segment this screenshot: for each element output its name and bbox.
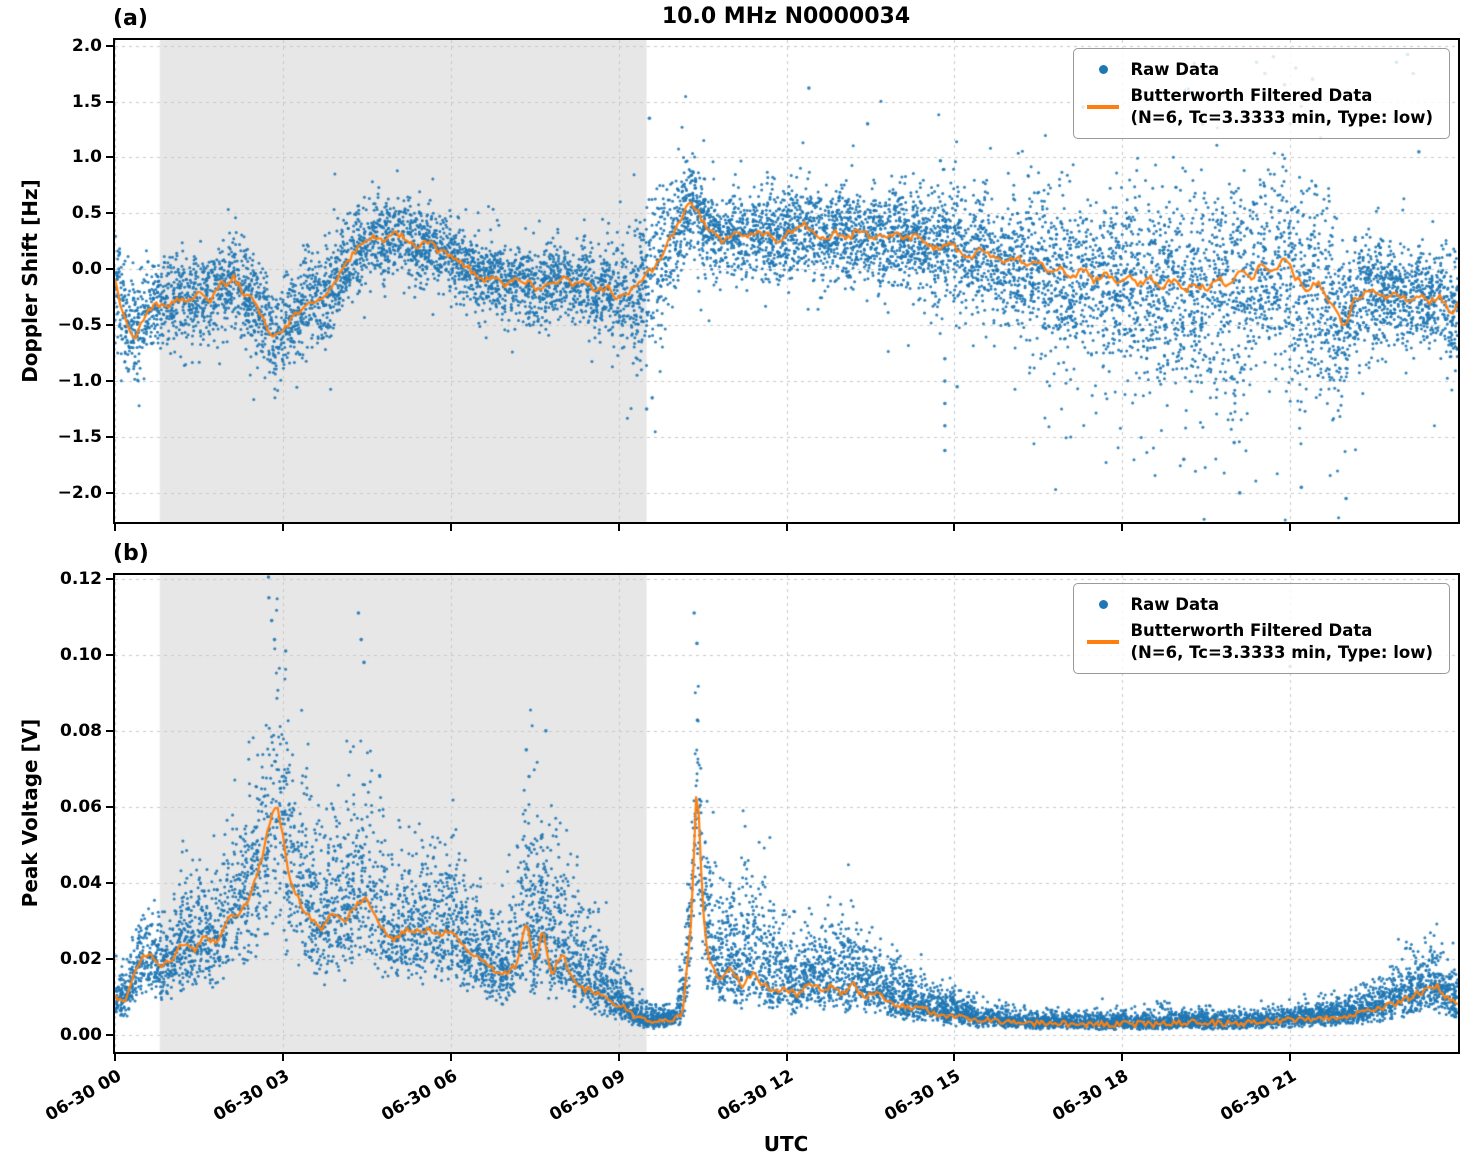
- legend-filtered-label: Butterworth Filtered Data (N=6, Tc=3.333…: [1130, 85, 1433, 128]
- y-tick-label: 0.00: [60, 1024, 102, 1045]
- legend-raw-label: Raw Data: [1130, 595, 1220, 614]
- y-tick-mark: [106, 380, 113, 383]
- legend-filtered-label-line2: (N=6, Tc=3.3333 min, Type: low): [1130, 107, 1433, 127]
- x-tick-label: 06-30 15: [881, 1066, 965, 1126]
- y-tick-mark: [106, 805, 113, 808]
- y-tick-mark: [106, 100, 113, 103]
- y-tick-label: 1.0: [71, 147, 102, 168]
- y-tick-mark: [106, 491, 113, 494]
- figure-title: 10.0 MHz N0000034: [661, 4, 911, 29]
- x-axis-label: UTC: [763, 1132, 809, 1156]
- y-tick-label: −1.5: [57, 427, 102, 447]
- x-tick-mark: [953, 524, 956, 531]
- x-tick-label: 06-30 00: [42, 1066, 125, 1126]
- x-tick-mark: [281, 524, 284, 531]
- y-tick-label: 0.04: [60, 872, 102, 893]
- legend-filtered-label-line1: Butterworth Filtered Data: [1130, 86, 1373, 106]
- x-tick-mark: [1121, 1054, 1124, 1061]
- y-tick-label: 0.10: [60, 644, 102, 665]
- x-tick-mark: [617, 1054, 620, 1061]
- raw-data-marker-icon: [1086, 65, 1120, 75]
- y-tick-mark: [106, 44, 113, 47]
- legend-filtered-row: Butterworth Filtered Data (N=6, Tc=3.333…: [1086, 85, 1433, 128]
- y-tick-mark: [106, 324, 113, 327]
- x-tick-label: 06-30 06: [378, 1066, 461, 1126]
- x-tick-label: 06-30 09: [545, 1066, 629, 1126]
- y-tick-label: 0.02: [60, 948, 102, 969]
- y-tick-mark: [106, 212, 113, 215]
- panel-b-axes: Raw Data Butterworth Filtered Data (N=6,…: [113, 573, 1460, 1054]
- x-tick-label: 06-30 03: [210, 1066, 293, 1126]
- y-tick-mark: [106, 156, 113, 159]
- y-tick-mark: [106, 436, 113, 438]
- y-tick-mark: [106, 881, 113, 884]
- y-tick-mark: [106, 729, 113, 732]
- x-tick-mark: [1289, 524, 1292, 531]
- x-tick-mark: [953, 1054, 956, 1061]
- y-tick-label: 2.0: [71, 35, 102, 56]
- legend-raw-label: Raw Data: [1130, 60, 1220, 79]
- x-tick-mark: [1289, 1054, 1292, 1061]
- y-tick-label: 0.08: [60, 720, 102, 741]
- x-tick-mark: [281, 1054, 284, 1061]
- raw-data-marker-icon: [1086, 600, 1120, 610]
- y-tick-mark: [106, 653, 113, 656]
- x-tick-mark: [785, 524, 788, 531]
- y-tick-mark: [106, 577, 113, 580]
- legend-a: Raw Data Butterworth Filtered Data (N=6,…: [1073, 48, 1450, 140]
- filtered-line-marker-icon: [1086, 105, 1120, 109]
- filtered-line-marker-icon: [1086, 640, 1120, 644]
- legend-b: Raw Data Butterworth Filtered Data (N=6,…: [1073, 583, 1450, 675]
- x-tick-label: 06-30 12: [713, 1066, 797, 1126]
- y-tick-mark: [106, 268, 113, 271]
- x-tick-mark: [114, 524, 116, 531]
- y-tick-label: −1.0: [57, 371, 102, 392]
- y-tick-label: 0.0: [71, 259, 102, 280]
- legend-raw-row: Raw Data: [1086, 594, 1433, 615]
- y-tick-mark: [106, 1033, 113, 1036]
- panel-a-axes: Raw Data Butterworth Filtered Data (N=6,…: [113, 38, 1460, 524]
- y-tick-label: 0.12: [60, 568, 102, 589]
- x-tick-label: 06-30 18: [1049, 1066, 1133, 1126]
- x-tick-mark: [785, 1054, 788, 1061]
- x-tick-mark: [449, 1054, 452, 1061]
- y-tick-mark: [106, 957, 113, 960]
- legend-filtered-label: Butterworth Filtered Data (N=6, Tc=3.333…: [1130, 620, 1433, 663]
- legend-filtered-label-line2: (N=6, Tc=3.3333 min, Type: low): [1130, 642, 1433, 662]
- legend-raw-row: Raw Data: [1086, 59, 1433, 80]
- x-tick-mark: [449, 524, 452, 531]
- x-tick-mark: [1121, 524, 1124, 531]
- y-tick-label: 1.5: [71, 91, 102, 112]
- panel-b-label: (b): [113, 541, 149, 566]
- y-tick-label: 0.06: [60, 796, 102, 817]
- legend-filtered-label-line1: Butterworth Filtered Data: [1130, 621, 1373, 641]
- y-tick-label: 0.5: [71, 203, 102, 224]
- x-tick-mark: [617, 524, 620, 531]
- y-tick-label: −2.0: [57, 482, 102, 503]
- x-tick-label: 06-30 21: [1217, 1066, 1301, 1126]
- legend-filtered-row: Butterworth Filtered Data (N=6, Tc=3.333…: [1086, 620, 1433, 663]
- y-tick-label: −0.5: [57, 315, 102, 336]
- x-tick-mark: [114, 1054, 116, 1061]
- panel-a-label: (a): [113, 6, 148, 31]
